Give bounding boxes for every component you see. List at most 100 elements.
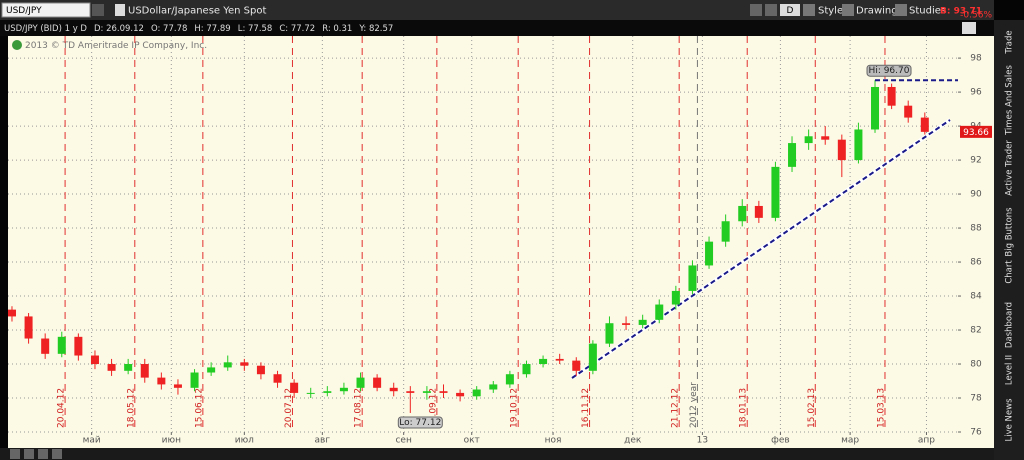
side-tab[interactable]: Dashboard (1005, 302, 1015, 348)
candle-body (655, 304, 664, 320)
candle-body (7, 309, 16, 317)
candle-body (539, 358, 548, 365)
cursor-icon[interactable] (52, 449, 62, 459)
tool-icon[interactable] (765, 4, 777, 16)
zoom-icon[interactable] (10, 449, 20, 459)
candle-body (738, 205, 747, 222)
x-tick-label: ноя (545, 436, 562, 446)
low-label-box (397, 416, 443, 429)
candle-body (788, 143, 797, 167)
x-tick-label: 13 (697, 436, 708, 446)
candle-body (107, 364, 116, 371)
expiration-label: 14.09.12 (428, 388, 438, 428)
last-price-label: 93.66 (963, 128, 989, 138)
candle-body (323, 391, 332, 393)
trend-line (571, 119, 951, 379)
candle-body (821, 136, 830, 140)
side-tab[interactable]: Times And Sales (1005, 65, 1015, 136)
side-tab[interactable]: Active Trader (1005, 140, 1015, 196)
candle-body (572, 360, 581, 371)
candle-body (721, 221, 730, 242)
expiration-label: 19.10.12 (510, 388, 520, 428)
candle-body (290, 382, 299, 393)
side-tab[interactable]: Level II (1005, 355, 1015, 385)
expiration-label: 16.11.12 (581, 388, 591, 428)
y-tick-label: 84 (970, 292, 982, 302)
style-button[interactable]: Style (818, 6, 843, 17)
candle-body (240, 362, 249, 366)
symbol-dropdown[interactable] (92, 4, 104, 16)
expiration-label: 15.03.13 (876, 388, 886, 428)
side-tab[interactable]: Big Buttons (1005, 207, 1015, 257)
y-tick-label: 88 (970, 224, 982, 234)
high-label-box (866, 64, 912, 77)
x-tick-label: июл (235, 436, 254, 446)
candle-body (804, 136, 813, 144)
x-tick-label: авг (315, 436, 331, 446)
symbol-icon (115, 4, 125, 16)
y-tick-label: 76 (970, 428, 982, 438)
candle-body (306, 392, 315, 394)
candle-body (505, 374, 514, 385)
settings-icon[interactable] (962, 22, 976, 34)
candle-body (223, 362, 232, 368)
tool-icon[interactable] (750, 4, 762, 16)
toolbar (0, 0, 994, 20)
side-tab[interactable]: Chart (1005, 260, 1015, 284)
studies-button[interactable]: Studies (909, 6, 946, 17)
side-tab[interactable]: Trade (1005, 30, 1015, 54)
candle-body (605, 323, 614, 344)
drawings-button[interactable]: Drawings (856, 6, 903, 17)
zoom-icon[interactable] (24, 449, 34, 459)
candle-body (871, 86, 880, 130)
info-field: C: 77.72 (279, 24, 315, 34)
change-percent: -0.56% (960, 11, 992, 21)
info-field: D: 26.09.12 (94, 24, 144, 34)
candle-body (622, 323, 631, 325)
candle-body (472, 389, 481, 397)
candle-body (90, 355, 99, 365)
x-tick-label: фев (771, 436, 790, 446)
expiration-label: 20.07.12 (284, 388, 294, 428)
candle-body (439, 391, 448, 393)
candle-body (638, 319, 647, 325)
side-tab[interactable]: Live News (1005, 398, 1015, 442)
expiration-label: 15.02.13 (807, 388, 817, 428)
symbol-input[interactable] (1, 2, 91, 18)
candle-body (256, 365, 265, 375)
y-tick-label: 96 (970, 88, 982, 98)
candle-body (854, 129, 863, 161)
candle-body (688, 265, 697, 291)
candle-body (389, 387, 398, 392)
side-panel (994, 20, 1024, 460)
x-tick-label: сен (395, 436, 411, 446)
candle-body (422, 391, 431, 393)
y-tick-label: 78 (970, 394, 982, 404)
candle-body (356, 377, 365, 388)
y-tick-label: 92 (970, 156, 981, 166)
info-field: O: 77.78 (151, 24, 187, 34)
symbol-text: USD/JPY (6, 6, 42, 16)
aggregation-button[interactable] (780, 4, 800, 16)
candle-body (124, 364, 133, 371)
price-axis-area (958, 36, 994, 448)
candle-body (173, 384, 182, 388)
candle-body (456, 392, 465, 397)
candle-body (41, 338, 50, 354)
last-price-box (960, 125, 992, 138)
candle-body (837, 139, 846, 161)
candle-body (74, 336, 83, 356)
y-tick-label: 86 (970, 258, 982, 268)
zoom-icon[interactable] (38, 449, 48, 459)
candle-body (489, 384, 498, 390)
candle-body (588, 343, 597, 371)
expiration-label: 17.08.12 (354, 388, 364, 428)
bid-price: B: 93.71 (940, 7, 982, 17)
candle-body (57, 336, 66, 354)
candle-body (157, 377, 166, 385)
candle-body (754, 205, 763, 218)
bottom-bar (0, 448, 994, 460)
info-field: R: 0.31 (322, 24, 352, 34)
expiration-label: 20.04.12 (57, 388, 67, 428)
